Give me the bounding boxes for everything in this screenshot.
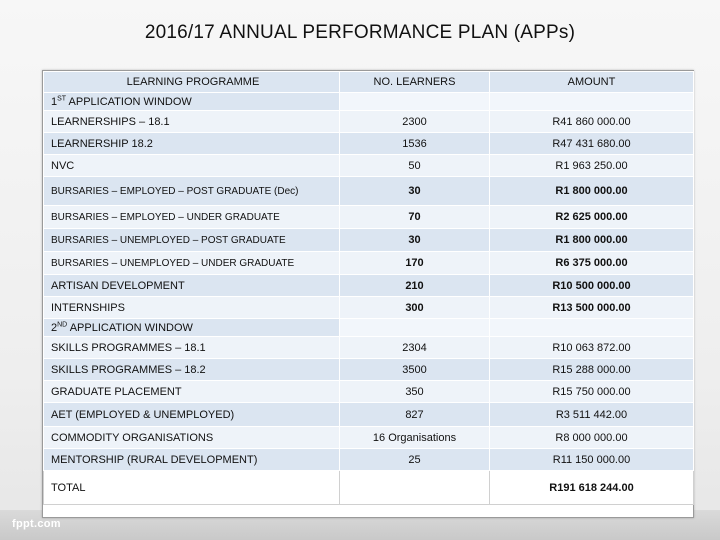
row-amount: R13 500 000.00 <box>489 296 694 319</box>
row-amount: R1 963 250.00 <box>489 154 694 177</box>
section-blank-amount <box>489 92 694 111</box>
row-amount: R15 750 000.00 <box>489 380 694 403</box>
row-programme: INTERNSHIPS <box>43 296 340 319</box>
row-learners: 2300 <box>339 110 490 133</box>
header-no-learners: NO. LEARNERS <box>339 71 490 93</box>
section-label-second-window: 2ND APPLICATION WINDOW <box>43 318 340 337</box>
table-row: LEARNERSHIPS – 18.1 2300 R41 860 000.00 <box>43 110 694 133</box>
row-amount: R1 800 000.00 <box>489 228 694 252</box>
section-blank-learners <box>339 92 490 111</box>
row-programme: LEARNERSHIP 18.2 <box>43 132 340 155</box>
row-amount: R15 288 000.00 <box>489 358 694 381</box>
row-amount: R1 800 000.00 <box>489 176 694 206</box>
row-programme: LEARNERSHIPS – 18.1 <box>43 110 340 133</box>
row-programme: SKILLS PROGRAMMES – 18.2 <box>43 358 340 381</box>
table-row: COMMODITY ORGANISATIONS 16 Organisations… <box>43 426 694 449</box>
table-row: BURSARIES – UNEMPLOYED – POST GRADUATE 3… <box>43 228 694 252</box>
row-programme: NVC <box>43 154 340 177</box>
page-title: 2016/17 ANNUAL PERFORMANCE PLAN (APPs) <box>144 22 576 43</box>
row-learners: 30 <box>339 228 490 252</box>
row-programme: BURSARIES – EMPLOYED – UNDER GRADUATE <box>43 205 340 229</box>
row-learners: 350 <box>339 380 490 403</box>
row-learners: 30 <box>339 176 490 206</box>
table-row: BURSARIES – EMPLOYED – POST GRADUATE (De… <box>43 176 694 206</box>
table-header-row: LEARNING PROGRAMME NO. LEARNERS AMOUNT <box>43 71 694 93</box>
row-programme: BURSARIES – EMPLOYED – POST GRADUATE (De… <box>43 176 340 206</box>
table-row: BURSARIES – UNEMPLOYED – UNDER GRADUATE … <box>43 251 694 275</box>
header-learning-programme: LEARNING PROGRAMME <box>43 71 340 93</box>
table-row: AET (EMPLOYED & UNEMPLOYED) 827 R3 511 4… <box>43 402 694 427</box>
table-row: SKILLS PROGRAMMES – 18.1 2304 R10 063 87… <box>43 336 694 359</box>
row-programme: BURSARIES – UNEMPLOYED – POST GRADUATE <box>43 228 340 252</box>
header-amount: AMOUNT <box>489 71 694 93</box>
total-learners <box>339 470 490 505</box>
section-row-second-window: 2ND APPLICATION WINDOW <box>43 318 694 337</box>
performance-table-grid: LEARNING PROGRAMME NO. LEARNERS AMOUNT 1… <box>43 71 694 505</box>
section-title: APPLICATION WINDOW <box>67 321 193 334</box>
row-learners: 827 <box>339 402 490 427</box>
section-number: 1 <box>51 95 58 108</box>
table-row: LEARNERSHIP 18.2 1536 R47 431 680.00 <box>43 132 694 155</box>
row-learners: 16 Organisations <box>339 426 490 449</box>
table-row: MENTORSHIP (RURAL DEVELOPMENT) 25 R11 15… <box>43 448 694 471</box>
row-learners: 70 <box>339 205 490 229</box>
row-programme: AET (EMPLOYED & UNEMPLOYED) <box>43 402 340 427</box>
section-blank-learners <box>339 318 490 337</box>
table-row: BURSARIES – EMPLOYED – UNDER GRADUATE 70… <box>43 205 694 229</box>
table-row: ARTISAN DEVELOPMENT 210 R10 500 000.00 <box>43 274 694 297</box>
row-programme: GRADUATE PLACEMENT <box>43 380 340 403</box>
row-amount: R11 150 000.00 <box>489 448 694 471</box>
row-amount: R47 431 680.00 <box>489 132 694 155</box>
fppt-logo: fppt.com <box>12 518 61 530</box>
table-row: NVC 50 R1 963 250.00 <box>43 154 694 177</box>
total-row: TOTAL R191 618 244.00 <box>43 470 694 505</box>
table-row: INTERNSHIPS 300 R13 500 000.00 <box>43 296 694 319</box>
table-row: GRADUATE PLACEMENT 350 R15 750 000.00 <box>43 380 694 403</box>
row-learners: 170 <box>339 251 490 275</box>
row-learners: 300 <box>339 296 490 319</box>
section-title: APPLICATION WINDOW <box>66 95 192 108</box>
performance-table: LEARNING PROGRAMME NO. LEARNERS AMOUNT 1… <box>42 70 694 518</box>
section-label-first-window: 1ST APPLICATION WINDOW <box>43 92 340 111</box>
row-amount: R10 500 000.00 <box>489 274 694 297</box>
row-amount: R2 625 000.00 <box>489 205 694 229</box>
table-row: SKILLS PROGRAMMES – 18.2 3500 R15 288 00… <box>43 358 694 381</box>
total-label: TOTAL <box>43 470 340 505</box>
row-programme: COMMODITY ORGANISATIONS <box>43 426 340 449</box>
section-row-first-window: 1ST APPLICATION WINDOW <box>43 92 694 111</box>
row-learners: 50 <box>339 154 490 177</box>
row-learners: 1536 <box>339 132 490 155</box>
section-blank-amount <box>489 318 694 337</box>
row-programme: SKILLS PROGRAMMES – 18.1 <box>43 336 340 359</box>
row-amount: R3 511 442.00 <box>489 402 694 427</box>
row-amount: R8 000 000.00 <box>489 426 694 449</box>
section-number: 2 <box>51 321 58 334</box>
total-amount: R191 618 244.00 <box>489 470 694 505</box>
row-learners: 210 <box>339 274 490 297</box>
row-amount: R10 063 872.00 <box>489 336 694 359</box>
row-learners: 25 <box>339 448 490 471</box>
row-learners: 2304 <box>339 336 490 359</box>
row-learners: 3500 <box>339 358 490 381</box>
row-programme: BURSARIES – UNEMPLOYED – UNDER GRADUATE <box>43 251 340 275</box>
row-amount: R6 375 000.00 <box>489 251 694 275</box>
section-ordinal: ST <box>57 94 67 102</box>
row-programme: MENTORSHIP (RURAL DEVELOPMENT) <box>43 448 340 471</box>
row-amount: R41 860 000.00 <box>489 110 694 133</box>
section-ordinal: ND <box>57 320 68 328</box>
row-programme: ARTISAN DEVELOPMENT <box>43 274 340 297</box>
